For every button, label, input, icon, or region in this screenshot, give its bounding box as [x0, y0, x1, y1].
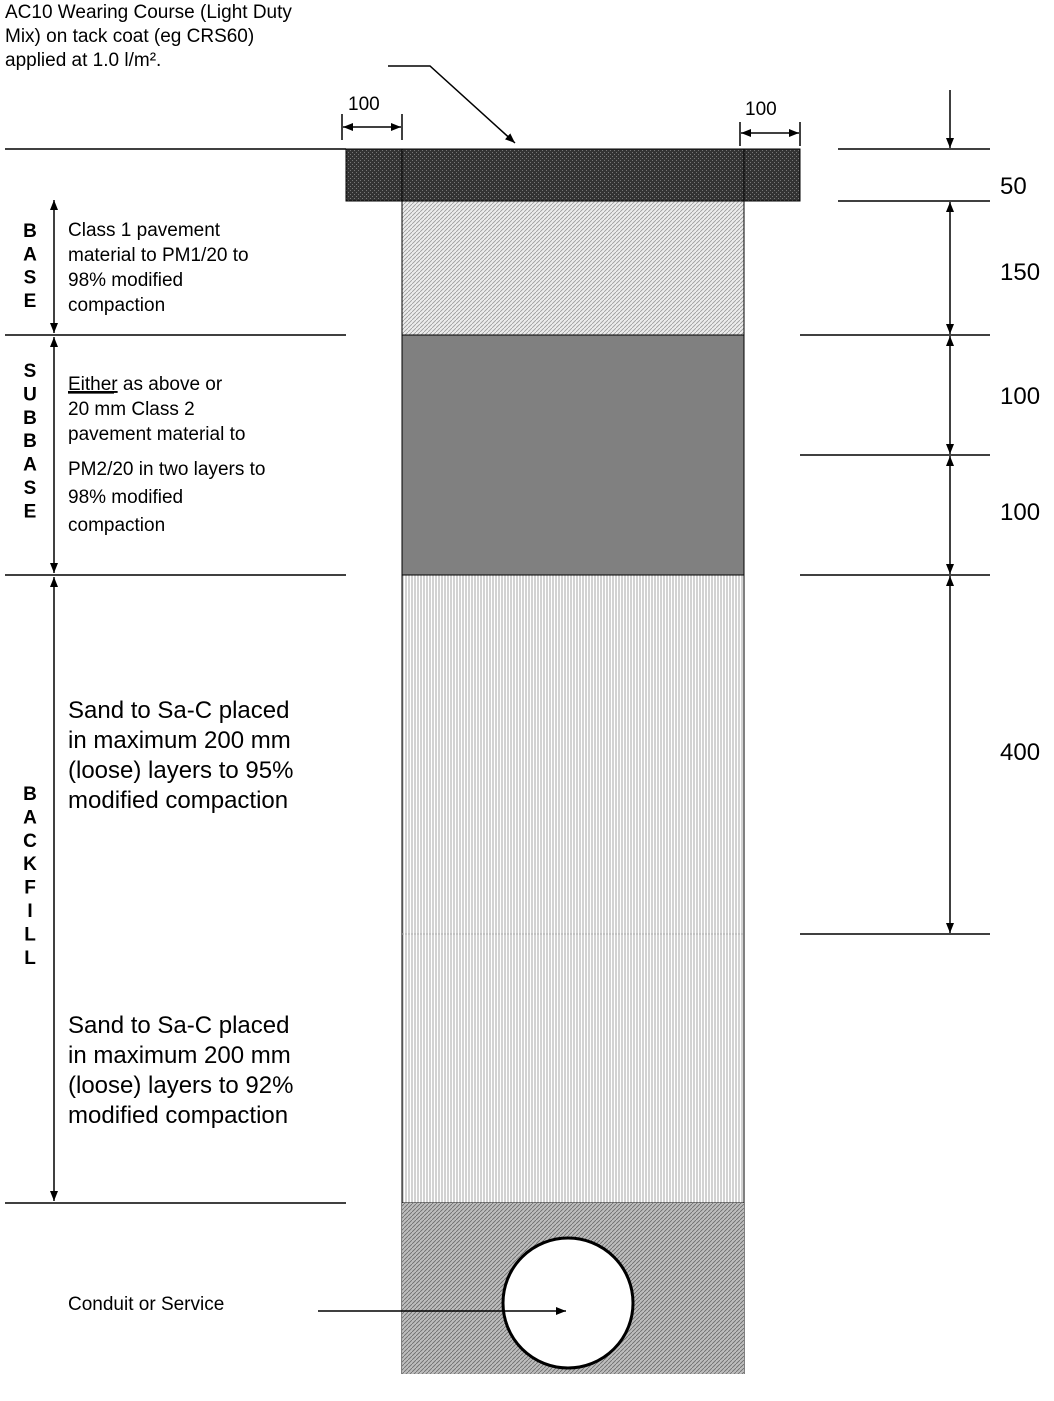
subbase-desc-line-3: pavement material to — [68, 424, 245, 445]
subbase-desc-line-2: 20 mm Class 2 — [68, 399, 195, 420]
conduit-circle — [501, 1236, 635, 1370]
backfill-upper-line-1: Sand to Sa-C placed — [68, 697, 289, 724]
subbase-first-line-rest: as above or — [118, 374, 223, 395]
base-desc-line-4: compaction — [68, 295, 165, 316]
surface-note-line-3: applied at 1.0 l/m². — [5, 50, 161, 71]
backfill-upper-dim-label: 400 — [1000, 739, 1040, 766]
backfill-upper-line-4: modified compaction — [68, 787, 288, 814]
backfill-lower-line-4: modified compaction — [68, 1102, 288, 1129]
subbase-upper-dim-label: 100 — [1000, 383, 1040, 410]
wearing-dim-label: 50 — [1000, 173, 1027, 200]
subbase-desc-line-5: 98% modified — [68, 487, 183, 508]
right-offset-label: 100 — [745, 99, 777, 120]
surface-note-line-1: AC10 Wearing Course (Light Duty — [5, 2, 292, 23]
wearing-course-layer — [345, 148, 801, 202]
conduit-label: Conduit or Service — [68, 1294, 224, 1315]
subbase-desc-line-4: PM2/20 in two layers to — [68, 459, 265, 480]
base-desc-line-1: Class 1 pavement — [68, 220, 221, 241]
subbase-desc-line-1: Either as above or — [68, 374, 223, 395]
base-desc-line-3: 98% modified — [68, 270, 183, 291]
subbase-either-word: Either — [68, 374, 118, 395]
backfill-lower-line-2: in maximum 200 mm — [68, 1042, 291, 1069]
backfill-upper-line-3: (loose) layers to 95% — [68, 757, 293, 784]
backfill-layer — [401, 574, 745, 1204]
surface-note-line-2: Mix) on tack coat (eg CRS60) — [5, 26, 254, 47]
base-dim-label: 150 — [1000, 259, 1040, 286]
backfill-upper-line-2: in maximum 200 mm — [68, 727, 291, 754]
subbase-layer — [401, 334, 745, 576]
left-offset-label: 100 — [348, 94, 380, 115]
subbase-lower-dim-label: 100 — [1000, 499, 1040, 526]
backfill-lower-line-1: Sand to Sa-C placed — [68, 1012, 289, 1039]
base-desc-line-2: material to PM1/20 to — [68, 245, 249, 266]
base-layer — [401, 200, 745, 336]
surface-note-leader — [388, 65, 516, 144]
backfill-lower-line-3: (loose) layers to 92% — [68, 1072, 293, 1099]
subbase-desc-line-6: compaction — [68, 515, 165, 536]
